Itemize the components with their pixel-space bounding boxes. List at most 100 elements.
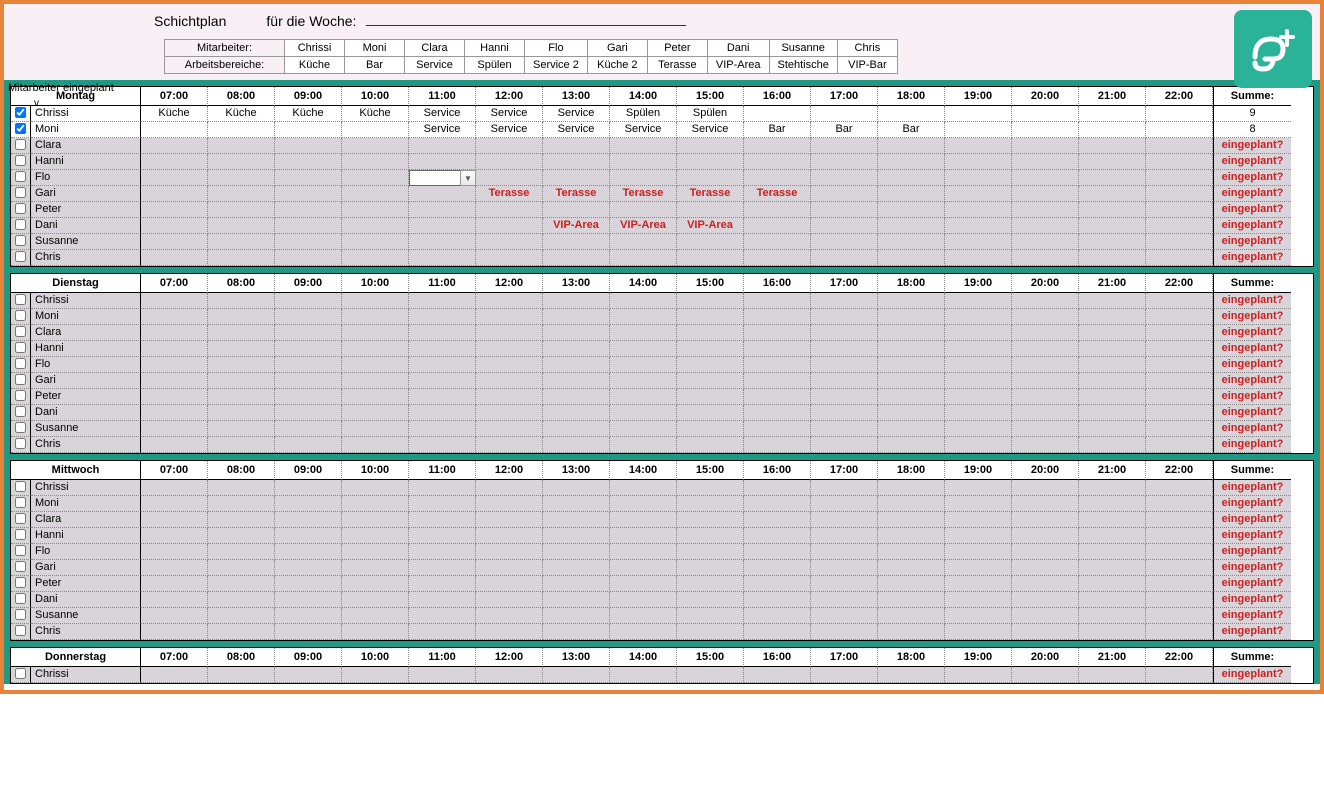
schedule-slot[interactable] (744, 341, 811, 357)
schedule-slot[interactable] (476, 373, 543, 389)
schedule-slot[interactable] (1012, 250, 1079, 266)
schedule-slot[interactable] (1079, 389, 1146, 405)
row-checkbox[interactable] (15, 123, 26, 134)
schedule-slot[interactable] (1012, 624, 1079, 640)
schedule-slot[interactable] (141, 325, 208, 341)
schedule-slot[interactable] (275, 667, 342, 683)
schedule-slot[interactable] (1012, 373, 1079, 389)
schedule-slot[interactable] (744, 437, 811, 453)
schedule-slot[interactable] (878, 512, 945, 528)
schedule-slot[interactable] (744, 480, 811, 496)
schedule-slot[interactable] (811, 421, 878, 437)
schedule-slot[interactable] (141, 373, 208, 389)
schedule-slot[interactable] (744, 309, 811, 325)
schedule-slot[interactable] (1146, 667, 1213, 683)
schedule-slot[interactable] (811, 608, 878, 624)
schedule-slot[interactable] (1146, 480, 1213, 496)
schedule-slot[interactable] (744, 138, 811, 154)
schedule-slot[interactable] (878, 624, 945, 640)
schedule-slot[interactable] (1079, 512, 1146, 528)
schedule-slot[interactable] (409, 373, 476, 389)
schedule-slot[interactable] (342, 560, 409, 576)
schedule-slot[interactable] (811, 592, 878, 608)
schedule-slot[interactable] (342, 293, 409, 309)
schedule-slot[interactable] (275, 138, 342, 154)
schedule-slot[interactable] (677, 592, 744, 608)
schedule-slot[interactable] (811, 480, 878, 496)
schedule-slot[interactable] (409, 357, 476, 373)
schedule-slot[interactable] (811, 138, 878, 154)
schedule-slot[interactable] (1079, 576, 1146, 592)
schedule-slot[interactable] (141, 667, 208, 683)
schedule-slot[interactable]: Bar (744, 122, 811, 138)
schedule-slot[interactable] (1012, 608, 1079, 624)
schedule-slot[interactable] (275, 389, 342, 405)
schedule-slot[interactable] (476, 576, 543, 592)
schedule-slot[interactable] (1079, 202, 1146, 218)
schedule-slot[interactable] (744, 667, 811, 683)
schedule-slot[interactable] (811, 106, 878, 122)
schedule-slot[interactable] (409, 186, 476, 202)
schedule-slot[interactable] (476, 528, 543, 544)
schedule-slot[interactable] (1012, 528, 1079, 544)
schedule-slot[interactable] (275, 512, 342, 528)
schedule-slot[interactable] (878, 667, 945, 683)
schedule-slot[interactable] (1012, 293, 1079, 309)
schedule-slot[interactable] (1012, 138, 1079, 154)
schedule-slot[interactable] (878, 202, 945, 218)
row-checkbox[interactable] (15, 497, 26, 508)
schedule-slot[interactable]: Spülen (610, 106, 677, 122)
schedule-slot[interactable] (208, 234, 275, 250)
schedule-slot[interactable] (878, 341, 945, 357)
schedule-slot[interactable] (610, 234, 677, 250)
schedule-slot[interactable] (878, 170, 945, 186)
schedule-slot[interactable] (476, 624, 543, 640)
schedule-slot[interactable] (1079, 544, 1146, 560)
schedule-slot[interactable] (1012, 309, 1079, 325)
schedule-slot[interactable] (610, 528, 677, 544)
schedule-slot[interactable] (208, 186, 275, 202)
schedule-slot[interactable]: Service (476, 122, 543, 138)
schedule-slot[interactable] (677, 309, 744, 325)
schedule-slot[interactable] (543, 624, 610, 640)
schedule-slot[interactable] (543, 309, 610, 325)
schedule-slot[interactable] (1079, 250, 1146, 266)
schedule-slot[interactable] (275, 560, 342, 576)
schedule-slot[interactable] (476, 218, 543, 234)
schedule-slot[interactable] (1146, 154, 1213, 170)
schedule-slot[interactable] (141, 480, 208, 496)
schedule-slot[interactable] (878, 293, 945, 309)
row-checkbox[interactable] (15, 107, 26, 118)
schedule-slot[interactable] (141, 170, 208, 186)
schedule-slot[interactable] (811, 560, 878, 576)
schedule-slot[interactable] (1146, 341, 1213, 357)
schedule-slot[interactable] (208, 138, 275, 154)
schedule-slot[interactable] (945, 560, 1012, 576)
schedule-slot[interactable] (945, 122, 1012, 138)
schedule-slot[interactable] (677, 234, 744, 250)
schedule-slot[interactable] (811, 512, 878, 528)
schedule-slot[interactable]: Service (610, 122, 677, 138)
schedule-slot[interactable] (208, 250, 275, 266)
schedule-slot[interactable] (744, 218, 811, 234)
schedule-slot[interactable] (409, 325, 476, 341)
schedule-slot[interactable] (543, 325, 610, 341)
schedule-slot[interactable] (1146, 325, 1213, 341)
schedule-slot[interactable] (677, 560, 744, 576)
schedule-slot[interactable] (878, 234, 945, 250)
schedule-slot[interactable]: ▼ (409, 170, 476, 186)
schedule-slot[interactable]: Service (677, 122, 744, 138)
row-checkbox[interactable] (15, 155, 26, 166)
schedule-slot[interactable] (543, 592, 610, 608)
schedule-slot[interactable] (744, 325, 811, 341)
schedule-slot[interactable] (208, 560, 275, 576)
schedule-slot[interactable] (141, 250, 208, 266)
schedule-slot[interactable] (744, 405, 811, 421)
schedule-slot[interactable] (275, 544, 342, 560)
schedule-slot[interactable] (1012, 106, 1079, 122)
schedule-slot[interactable] (610, 512, 677, 528)
schedule-slot[interactable] (878, 218, 945, 234)
schedule-slot[interactable] (275, 154, 342, 170)
schedule-slot[interactable] (342, 138, 409, 154)
schedule-slot[interactable] (744, 250, 811, 266)
